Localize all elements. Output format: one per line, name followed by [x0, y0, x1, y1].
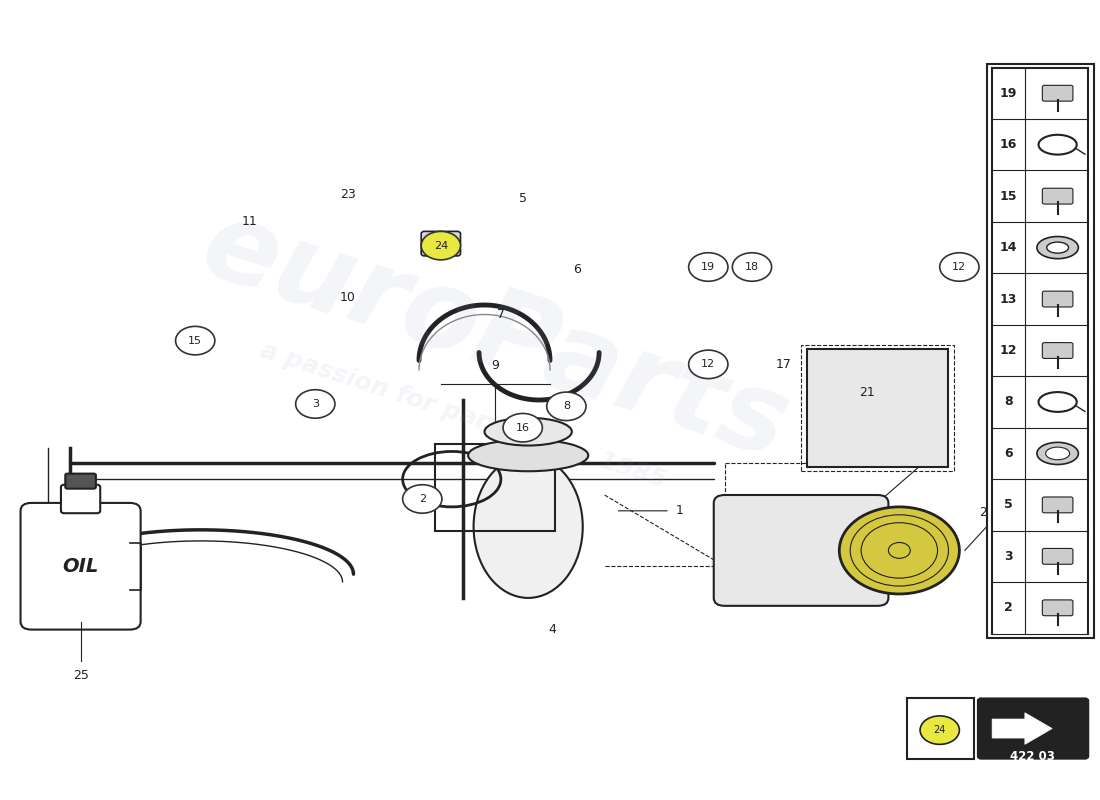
- Text: 8: 8: [1004, 395, 1013, 409]
- Text: 5: 5: [519, 192, 527, 205]
- Text: 12: 12: [1000, 344, 1018, 357]
- Text: 6: 6: [1004, 447, 1013, 460]
- Text: 9: 9: [492, 359, 499, 372]
- Circle shape: [176, 326, 214, 355]
- Text: 7: 7: [497, 308, 505, 321]
- Circle shape: [733, 253, 771, 282]
- Ellipse shape: [474, 455, 583, 598]
- FancyBboxPatch shape: [421, 231, 461, 256]
- Circle shape: [503, 414, 542, 442]
- Text: 13: 13: [1000, 293, 1018, 306]
- Ellipse shape: [1047, 242, 1068, 253]
- FancyBboxPatch shape: [1043, 549, 1072, 564]
- FancyBboxPatch shape: [978, 698, 1088, 758]
- Ellipse shape: [469, 439, 588, 471]
- Text: 2: 2: [419, 494, 426, 504]
- Text: 12: 12: [953, 262, 967, 272]
- Text: euroParts: euroParts: [189, 192, 802, 482]
- Text: 11: 11: [242, 215, 257, 228]
- Text: 5: 5: [1004, 498, 1013, 511]
- Ellipse shape: [1037, 442, 1078, 465]
- Circle shape: [920, 716, 959, 744]
- FancyBboxPatch shape: [65, 474, 96, 489]
- FancyBboxPatch shape: [60, 485, 100, 514]
- Text: 15: 15: [188, 336, 202, 346]
- Text: 422 03: 422 03: [1010, 750, 1055, 763]
- Text: 12: 12: [701, 359, 715, 370]
- Text: OIL: OIL: [63, 557, 99, 576]
- FancyBboxPatch shape: [1043, 188, 1072, 204]
- Text: 3: 3: [311, 399, 319, 409]
- Text: 3: 3: [1004, 550, 1013, 563]
- Text: 20: 20: [880, 442, 896, 455]
- Circle shape: [839, 507, 959, 594]
- Text: a passion for parts since 1985: a passion for parts since 1985: [256, 338, 669, 493]
- FancyBboxPatch shape: [1043, 342, 1072, 358]
- Circle shape: [296, 390, 334, 418]
- Text: 19: 19: [1000, 86, 1018, 100]
- FancyBboxPatch shape: [714, 495, 889, 606]
- Text: 22: 22: [979, 506, 994, 518]
- Text: 8: 8: [563, 402, 570, 411]
- Circle shape: [547, 392, 586, 421]
- FancyBboxPatch shape: [21, 503, 141, 630]
- FancyBboxPatch shape: [1043, 497, 1072, 513]
- FancyBboxPatch shape: [908, 698, 974, 758]
- Circle shape: [421, 231, 461, 260]
- Circle shape: [403, 485, 442, 514]
- Text: 24: 24: [433, 241, 448, 250]
- Text: 16: 16: [1000, 138, 1018, 151]
- Circle shape: [939, 253, 979, 282]
- Ellipse shape: [1037, 237, 1078, 258]
- Text: 14: 14: [1000, 241, 1018, 254]
- Text: 24: 24: [934, 725, 946, 735]
- Text: 2: 2: [1004, 602, 1013, 614]
- Text: 19: 19: [701, 262, 715, 272]
- Text: 10: 10: [340, 290, 356, 303]
- FancyBboxPatch shape: [1043, 86, 1072, 101]
- Text: 17: 17: [776, 358, 792, 371]
- Ellipse shape: [1046, 447, 1069, 460]
- FancyBboxPatch shape: [1043, 600, 1072, 616]
- Circle shape: [689, 253, 728, 282]
- Text: 15: 15: [1000, 190, 1018, 202]
- Circle shape: [689, 350, 728, 378]
- Text: 18: 18: [745, 262, 759, 272]
- Text: 23: 23: [340, 188, 356, 201]
- Bar: [987, 63, 1093, 638]
- FancyBboxPatch shape: [806, 349, 948, 467]
- Text: 25: 25: [73, 669, 88, 682]
- Polygon shape: [992, 713, 1053, 744]
- Text: 21: 21: [859, 386, 874, 398]
- Text: 6: 6: [573, 263, 581, 276]
- Text: 1: 1: [675, 504, 683, 518]
- Ellipse shape: [484, 418, 572, 446]
- Text: 16: 16: [516, 422, 530, 433]
- Text: 4: 4: [548, 623, 557, 636]
- FancyBboxPatch shape: [1043, 291, 1072, 307]
